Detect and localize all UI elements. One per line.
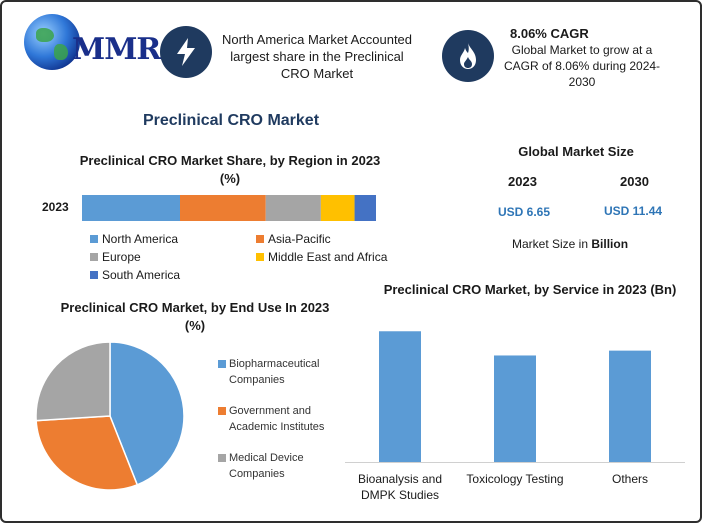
market-size-note: Market Size in Billion [512,237,628,251]
legend-swatch [218,407,226,415]
pie-legend-biopharma: Biopharmaceutical Companies [218,356,338,388]
cagr-text: Global Market to grow at a CAGR of 8.06%… [503,43,661,89]
legend-label: Middle East and Africa [268,250,388,264]
service-bar [494,355,536,462]
page-title: Preclinical CRO Market [142,112,320,129]
pie-legend-medical-device: Medical Device Companies [218,450,318,482]
legend-swatch [90,253,98,261]
enduse-pie-chart [35,341,185,491]
mmr-logo: MMR [22,12,161,72]
global-market-value-2030: USD 11.44 [604,204,663,218]
global-market-value-2023: USD 6.65 [498,205,551,219]
market-size-note-unit: Billion [591,237,629,251]
legend-label: Government and Academic Institutes [229,405,325,433]
region-bar-segment [82,195,180,221]
legend-swatch [90,271,98,279]
lightning-icon [160,26,212,78]
legend-asia-pacific: Asia-Pacific [256,232,331,246]
legend-europe: Europe [90,250,141,264]
logo-text: MMR [72,32,161,67]
legend-middle-east-africa: Middle East and Africa [256,250,387,264]
legend-label: Europe [102,250,141,264]
market-size-note-prefix: Market Size in [512,237,589,251]
legend-south-america: South America [90,268,180,282]
legend-label: Asia-Pacific [268,232,331,246]
service-category-label: Bioanalysis and DMPK Studies [357,472,443,502]
legend-label: South America [102,268,181,282]
legend-label: Biopharmaceutical Companies [229,358,320,386]
pie-legend-government: Government and Academic Institutes [218,403,343,435]
global-market-year-2030: 2030 [620,174,649,189]
legend-label: Medical Device Companies [229,452,304,480]
region-chart-category: 2023 [42,200,69,214]
region-chart-title: Preclinical CRO Market Share, by Region … [79,153,381,186]
region-bar-segment [320,195,355,221]
north-america-highlight: North America Market Accounted largest s… [221,32,413,81]
legend-north-america: North America [90,232,178,246]
service-bar-chart [345,331,685,463]
flame-icon [442,30,494,82]
service-bar [609,350,651,462]
enduse-chart-title: Preclinical CRO Market, by End Use In 20… [60,300,330,333]
service-chart-title: Preclinical CRO Market, by Service in 20… [383,282,677,297]
legend-label: North America [102,232,179,246]
service-bar [379,331,421,462]
global-market-year-2023: 2023 [508,174,537,189]
pie-slice [35,415,139,491]
region-bar-segment [265,195,321,221]
global-market-title: Global Market Size [518,144,634,159]
service-category-label: Toxicology Testing [466,472,564,486]
pie-slice [109,341,185,486]
legend-swatch [218,454,226,462]
region-bar-segment [180,195,266,221]
service-category-label: Others [611,472,648,486]
legend-swatch [218,360,226,368]
region-bar-segment [354,195,376,221]
globe-icon [24,14,80,70]
pie-slice [35,341,111,422]
region-stacked-bar-chart [82,195,376,221]
legend-swatch [90,235,98,243]
cagr-title: 8.06% CAGR [510,26,589,41]
legend-swatch [256,253,264,261]
legend-swatch [256,235,264,243]
